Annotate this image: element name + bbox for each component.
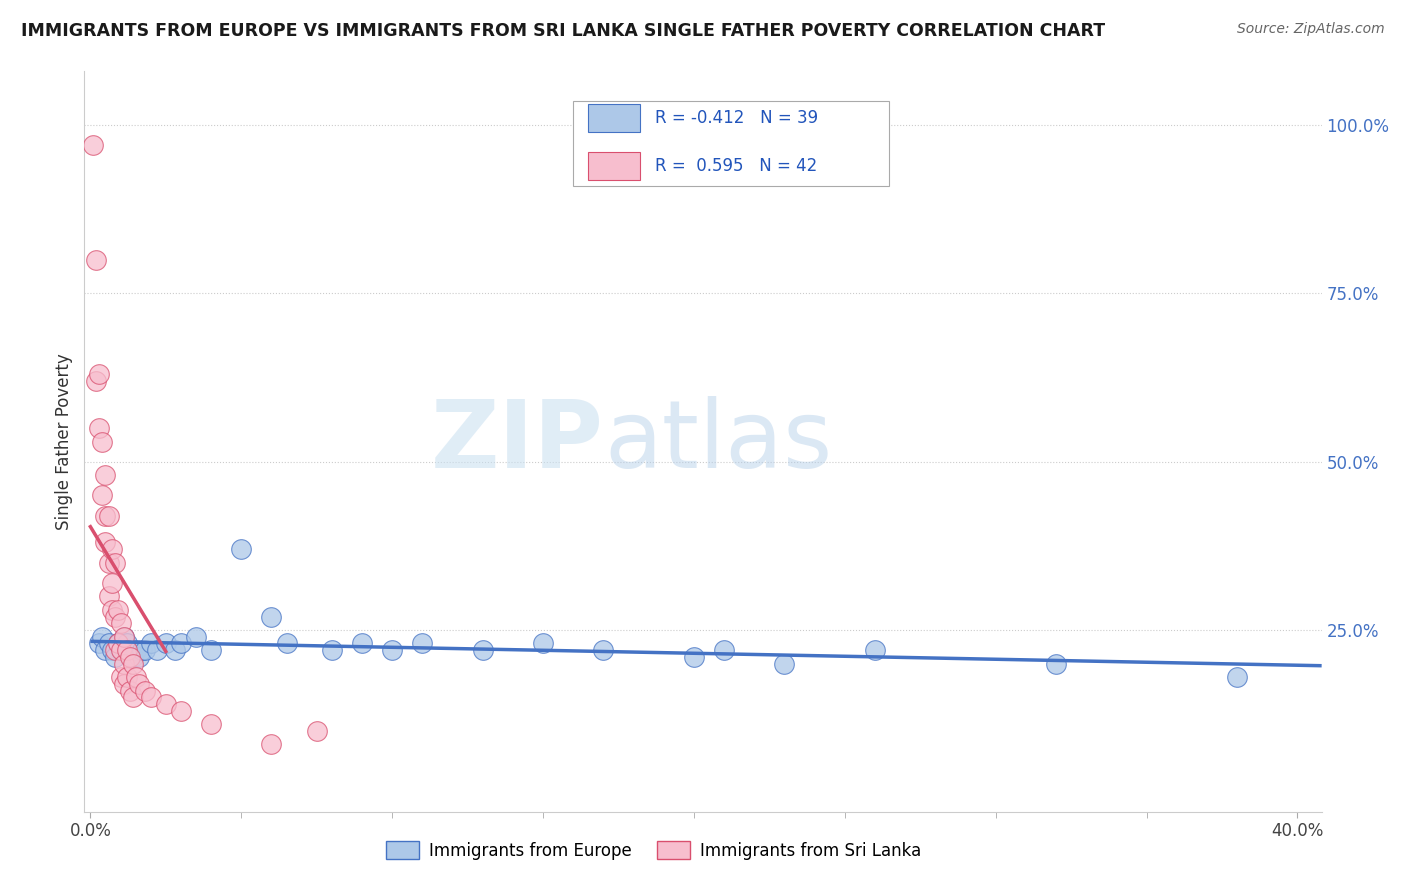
Text: ZIP: ZIP xyxy=(432,395,605,488)
Point xyxy=(97,508,120,523)
Point xyxy=(683,649,706,664)
Point xyxy=(112,630,135,644)
Point xyxy=(89,421,111,435)
Point xyxy=(89,636,111,650)
Point xyxy=(112,657,135,671)
Text: IMMIGRANTS FROM EUROPE VS IMMIGRANTS FROM SRI LANKA SINGLE FATHER POVERTY CORREL: IMMIGRANTS FROM EUROPE VS IMMIGRANTS FRO… xyxy=(21,22,1105,40)
Bar xyxy=(588,104,640,132)
Point xyxy=(82,138,104,153)
Text: R =  0.595   N = 42: R = 0.595 N = 42 xyxy=(655,157,817,175)
Bar xyxy=(588,152,640,180)
Point xyxy=(773,657,796,671)
Point xyxy=(163,643,186,657)
Point xyxy=(89,368,111,382)
Point xyxy=(170,636,193,650)
Text: atlas: atlas xyxy=(605,395,832,488)
Point xyxy=(155,636,177,650)
Point xyxy=(110,616,132,631)
Point xyxy=(110,643,132,657)
Point xyxy=(124,670,146,684)
Point xyxy=(97,636,120,650)
Point xyxy=(94,468,117,483)
Point xyxy=(146,643,169,657)
Point xyxy=(110,643,132,657)
Point xyxy=(139,690,162,705)
Point xyxy=(97,590,120,604)
Point xyxy=(134,683,156,698)
Point xyxy=(107,603,129,617)
Point xyxy=(118,683,141,698)
Point xyxy=(121,690,143,705)
Point xyxy=(1045,657,1067,671)
Text: R = -0.412   N = 39: R = -0.412 N = 39 xyxy=(655,109,818,127)
Point xyxy=(115,643,138,657)
Point xyxy=(321,643,343,657)
Point xyxy=(115,670,138,684)
Point xyxy=(713,643,735,657)
Point xyxy=(115,636,138,650)
Point xyxy=(100,603,122,617)
Point xyxy=(118,643,141,657)
Point xyxy=(184,630,207,644)
Point xyxy=(86,374,108,388)
Point xyxy=(103,649,125,664)
Point xyxy=(531,636,554,650)
Point xyxy=(103,556,125,570)
Legend: Immigrants from Europe, Immigrants from Sri Lanka: Immigrants from Europe, Immigrants from … xyxy=(380,835,928,866)
Point xyxy=(100,575,122,590)
Point xyxy=(100,643,122,657)
Point xyxy=(107,636,129,650)
Point xyxy=(124,643,146,657)
Point xyxy=(91,630,114,644)
Point xyxy=(260,738,283,752)
Point xyxy=(103,643,125,657)
Point xyxy=(592,643,614,657)
Point xyxy=(131,643,153,657)
Point xyxy=(94,508,117,523)
Point xyxy=(103,609,125,624)
Point xyxy=(94,535,117,549)
Point xyxy=(121,649,143,664)
Point xyxy=(134,643,156,657)
Point xyxy=(100,542,122,557)
Point xyxy=(107,636,129,650)
Y-axis label: Single Father Poverty: Single Father Poverty xyxy=(55,353,73,530)
Point xyxy=(118,649,141,664)
Point xyxy=(86,252,108,267)
Point xyxy=(112,630,135,644)
Point xyxy=(91,434,114,449)
Point xyxy=(260,609,283,624)
Point xyxy=(121,657,143,671)
Point xyxy=(170,704,193,718)
Point xyxy=(155,697,177,711)
Text: Source: ZipAtlas.com: Source: ZipAtlas.com xyxy=(1237,22,1385,37)
Point xyxy=(128,649,150,664)
Point xyxy=(276,636,298,650)
Point xyxy=(863,643,886,657)
Point xyxy=(381,643,404,657)
Point xyxy=(231,542,253,557)
Point xyxy=(305,723,328,738)
Point xyxy=(97,556,120,570)
Point xyxy=(200,717,222,731)
Point xyxy=(94,643,117,657)
Point xyxy=(471,643,494,657)
Point xyxy=(128,677,150,691)
FancyBboxPatch shape xyxy=(574,101,889,186)
Point xyxy=(112,677,135,691)
Point xyxy=(200,643,222,657)
Point xyxy=(139,636,162,650)
Point xyxy=(91,488,114,502)
Point xyxy=(350,636,373,650)
Point xyxy=(1226,670,1249,684)
Point xyxy=(411,636,433,650)
Point xyxy=(110,670,132,684)
